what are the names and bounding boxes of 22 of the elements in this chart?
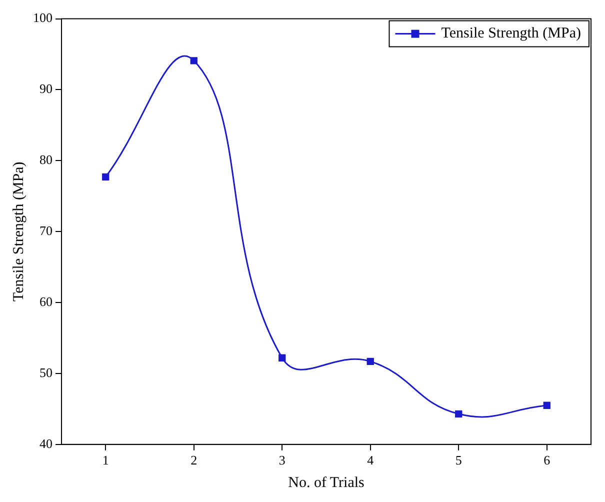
x-tick-label: 3 [278, 452, 286, 468]
y-tick-label: 70 [40, 223, 52, 238]
y-tick-label: 60 [40, 294, 52, 309]
x-tick-label: 4 [367, 452, 374, 468]
point [278, 354, 286, 362]
y-tick-label: 50 [40, 364, 52, 380]
y-tick-label: 90 [40, 81, 52, 96]
x-tick-label: 1 [102, 452, 109, 468]
y-tick-label: 80 [40, 152, 52, 168]
y-tick-label: 40 [40, 436, 52, 451]
y-axis-title: Tensile Strength (MPa) [10, 162, 27, 302]
point [102, 173, 110, 181]
legend-label: Tensile Strength (MPa) [441, 26, 582, 42]
x-tick-label: 2 [190, 452, 198, 468]
x-tick-label: 6 [544, 452, 551, 468]
point [455, 410, 462, 418]
point [366, 358, 374, 365]
point [543, 402, 550, 409]
point [190, 57, 198, 64]
x-tick-label: 5 [455, 452, 462, 468]
y-tick-label: 100 [33, 10, 52, 26]
x-axis-title: No. of Trials [288, 474, 365, 491]
